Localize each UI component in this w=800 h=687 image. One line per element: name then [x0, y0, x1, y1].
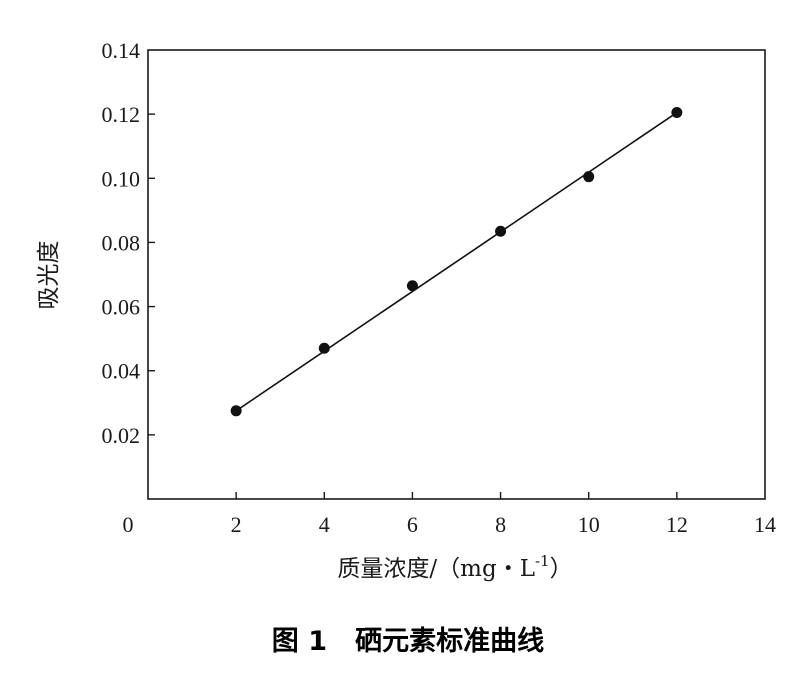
x-tick-label: 12 [666, 512, 688, 537]
data-point [318, 342, 330, 354]
data-point [230, 405, 242, 417]
x-axis-title-superscript: -1 [535, 552, 550, 570]
data-point [671, 107, 683, 119]
x-axis-title: 质量浓度/（mg・L-1） [337, 552, 572, 582]
y-tick-label: 0.08 [102, 230, 141, 255]
y-tick-label: 0.14 [102, 38, 141, 63]
x-tick-label: 14 [754, 512, 776, 537]
x-tick-label: 2 [231, 512, 242, 537]
x-axis-ticks: 0 2 4 6 8 10 12 14 [123, 492, 776, 537]
x-tick-label: 4 [319, 512, 330, 537]
data-point [406, 280, 418, 292]
data-point [583, 171, 595, 183]
x-tick-label: 10 [578, 512, 600, 537]
fit-line [235, 111, 678, 412]
y-axis-title: 吸光度 [36, 241, 62, 310]
y-tick-label: 0.04 [102, 359, 141, 384]
x-tick-label: 0 [123, 512, 134, 537]
y-tick-label: 0.02 [102, 423, 141, 448]
y-tick-label: 0.10 [102, 166, 141, 191]
plot-frame [147, 49, 766, 500]
x-axis-title-close: ） [550, 556, 573, 582]
y-axis-ticks: 0.02 0.04 0.06 0.08 0.10 0.12 0.14 [102, 38, 155, 448]
data-points [230, 107, 683, 417]
figure-caption: 图 1 硒元素标准曲线 [272, 626, 544, 657]
data-point [495, 225, 507, 237]
x-tick-label: 6 [407, 512, 418, 537]
y-tick-label: 0.06 [102, 295, 141, 320]
plot-area-border [147, 49, 766, 500]
x-axis-title-main: 质量浓度/（mg・L [337, 556, 535, 582]
y-tick-label: 0.12 [102, 102, 141, 127]
x-tick-label: 8 [495, 512, 506, 537]
fit-line-group [235, 111, 678, 412]
